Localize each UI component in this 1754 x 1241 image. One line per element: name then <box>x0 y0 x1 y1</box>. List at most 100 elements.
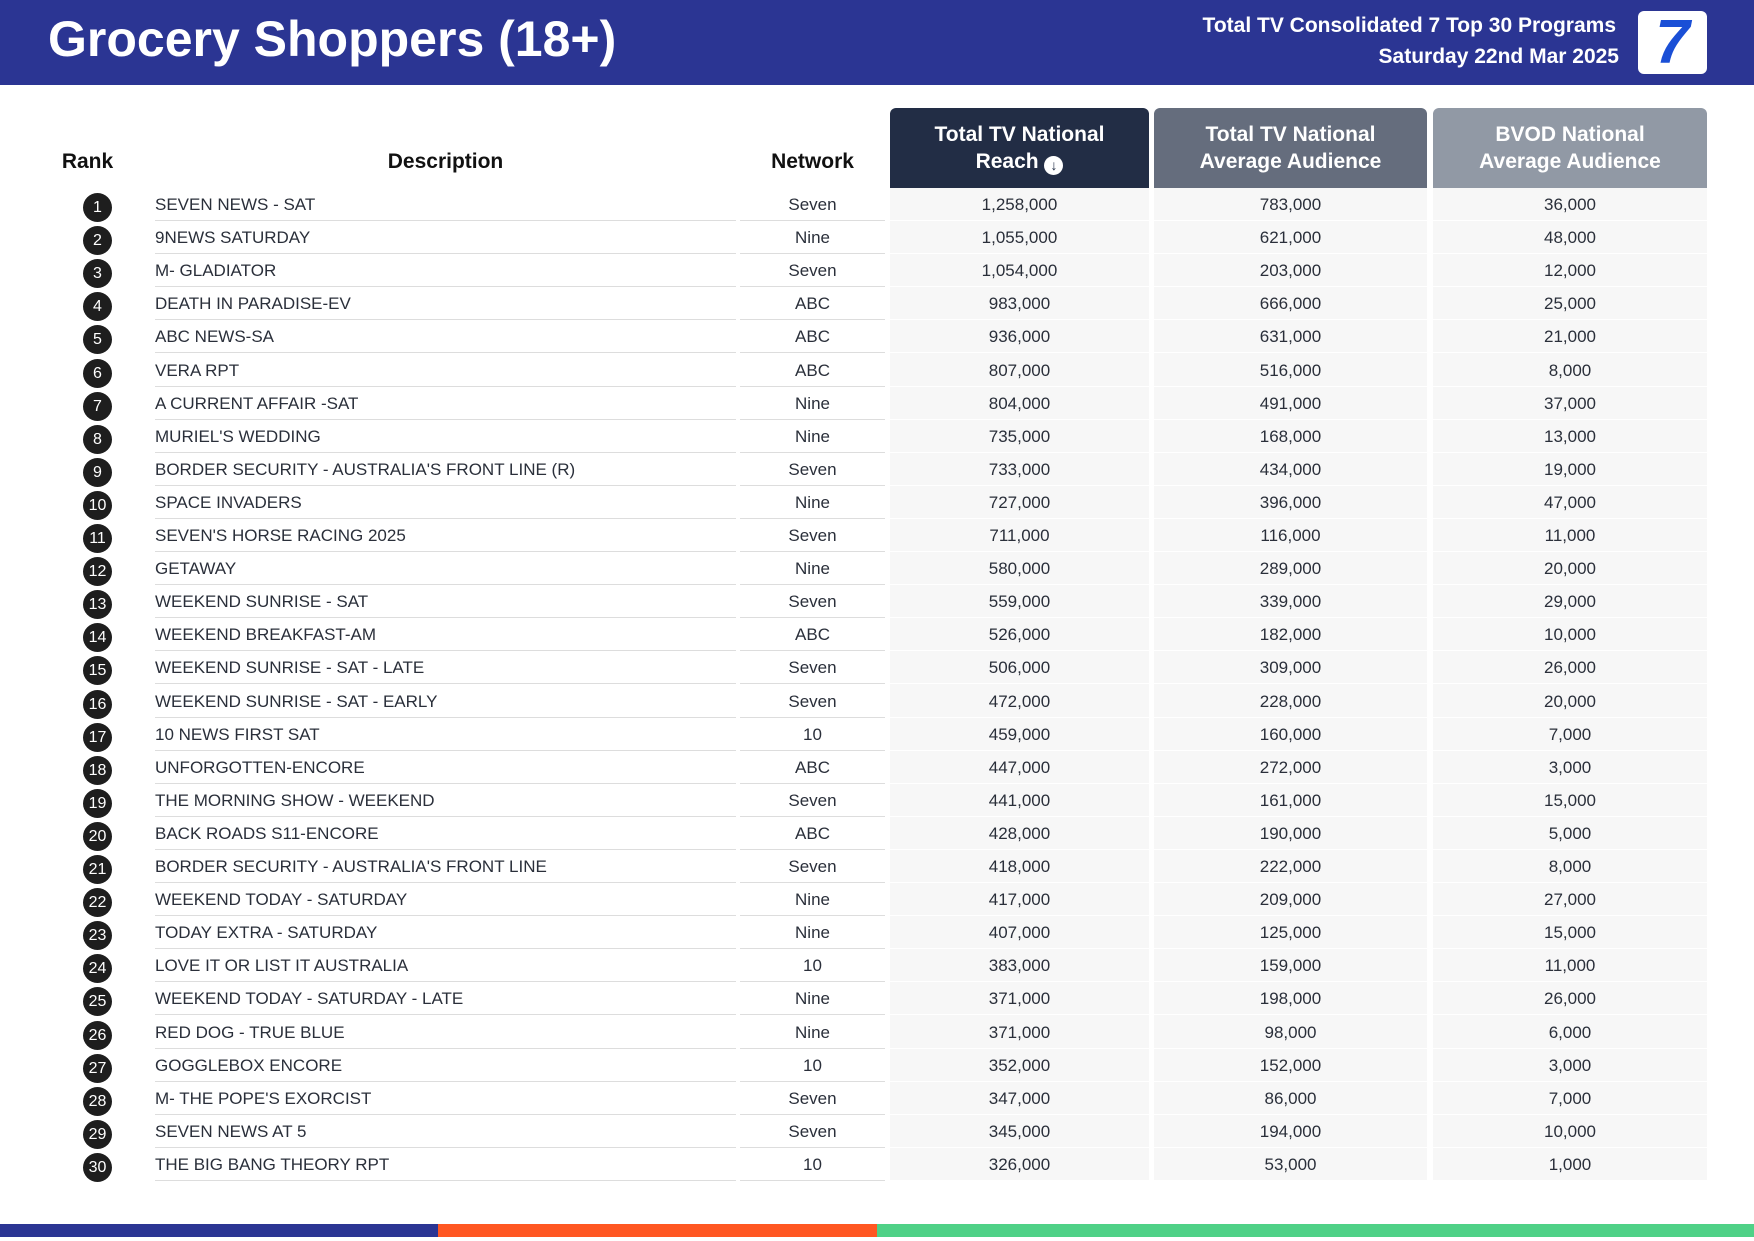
table-row: 16 WEEKEND SUNRISE - SAT - EARLY Seven 472,… <box>0 685 1754 719</box>
bvod-cell: 15,000 <box>1433 784 1707 817</box>
table-row: 10 SPACE INVADERS Nine 727,000 396,000 47,000 <box>0 486 1754 520</box>
rank-badge: 10 <box>83 490 112 520</box>
rank-badge: 3 <box>83 259 112 289</box>
avg-audience-cell: 53,000 <box>1154 1148 1427 1181</box>
report-subtitle: Total TV Consolidated 7 Top 30 Programs <box>1202 14 1616 37</box>
table-row: 28 M- THE POPE'S EXORCIST Seven 347,000 86,0… <box>0 1082 1754 1116</box>
reach-cell: 735,000 <box>890 420 1149 453</box>
avg-audience-cell: 631,000 <box>1154 320 1427 354</box>
reach-cell: 472,000 <box>890 685 1149 718</box>
reach-cell: 345,000 <box>890 1115 1149 1148</box>
header-banner: Grocery Shoppers (18+) Total TV Consolid… <box>0 0 1754 85</box>
network-cell: Seven <box>740 850 885 883</box>
bvod-cell: 10,000 <box>1433 1115 1707 1148</box>
avg-audience-cell: 228,000 <box>1154 685 1427 718</box>
table-row: 17 10 NEWS FIRST SAT 10 459,000 160,000 7,000 <box>0 718 1754 752</box>
avg-audience-cell: 339,000 <box>1154 585 1427 619</box>
reach-cell: 428,000 <box>890 817 1149 850</box>
rank-badge: 11 <box>83 524 112 553</box>
program-description: M- GLADIATOR <box>155 254 736 288</box>
rank-badge: 30 <box>83 1152 112 1182</box>
table-row: 11 SEVEN'S HORSE RACING 2025 Seven 711,000 1… <box>0 519 1754 553</box>
arrow-down-circle-icon: ↓ <box>1044 156 1064 175</box>
rank-badge: 23 <box>83 921 112 951</box>
bvod-cell: 26,000 <box>1433 651 1707 685</box>
rank-badge: 9 <box>83 457 112 487</box>
table-row: 18 UNFORGOTTEN-ENCORE ABC 447,000 272,000 3,0… <box>0 751 1754 785</box>
bvod-cell: 47,000 <box>1433 486 1707 519</box>
table-row: 12 GETAWAY Nine 580,000 289,000 20,000 <box>0 552 1754 587</box>
reach-cell: 580,000 <box>890 552 1149 586</box>
avg-audience-cell: 86,000 <box>1154 1082 1427 1115</box>
network-cell: Seven <box>740 188 885 221</box>
bvod-cell: 13,000 <box>1433 420 1707 453</box>
program-description: SEVEN NEWS - SAT <box>155 188 736 221</box>
network-cell: Seven <box>740 1082 885 1115</box>
reach-header[interactable]: Total TV National Reach ↓ <box>890 108 1149 188</box>
reach-column-bg <box>890 188 1149 1181</box>
program-description: M- THE POPE'S EXORCIST <box>155 1082 736 1115</box>
reach-cell: 407,000 <box>890 916 1149 950</box>
footer-bar-blue <box>0 1224 438 1237</box>
network-cell: Nine <box>740 916 885 950</box>
rank-badge: 16 <box>83 689 112 719</box>
avg-audience-cell: 98,000 <box>1154 1016 1427 1049</box>
rank-badge: 22 <box>83 888 112 918</box>
bvod-cell: 11,000 <box>1433 949 1707 983</box>
avg-audience-header[interactable]: Total TV National Average Audience <box>1154 108 1427 188</box>
reach-cell: 441,000 <box>890 784 1149 817</box>
rank-badge: 19 <box>83 788 112 818</box>
network-cell: ABC <box>740 320 885 354</box>
network-cell: ABC <box>740 618 885 652</box>
avg-audience-cell: 289,000 <box>1154 552 1427 586</box>
avg-audience-cell: 198,000 <box>1154 982 1427 1016</box>
rank-badge: 24 <box>83 954 112 984</box>
bvod-cell: 20,000 <box>1433 552 1707 586</box>
avg-audience-cell: 516,000 <box>1154 354 1427 387</box>
reach-cell: 1,258,000 <box>890 188 1149 221</box>
network-cell: Nine <box>740 552 885 586</box>
network-cell: Nine <box>740 420 885 453</box>
avg-audience-cell: 434,000 <box>1154 453 1427 486</box>
program-description: ABC NEWS-SA <box>155 320 736 354</box>
table-row: 14 WEEKEND BREAKFAST-AM ABC 526,000 182,000 1… <box>0 618 1754 653</box>
program-description: 10 NEWS FIRST SAT <box>155 718 736 751</box>
program-description: THE MORNING SHOW - WEEKEND <box>155 784 736 817</box>
table-row: 24 LOVE IT OR LIST IT AUSTRALIA 10 383,000 1… <box>0 949 1754 984</box>
rank-badge: 12 <box>83 557 112 587</box>
table-row: 1 SEVEN NEWS - SAT Seven 1,258,000 783,000 36… <box>0 188 1754 222</box>
table-row: 9 BORDER SECURITY - AUSTRALIA'S FRONT LIN… <box>0 453 1754 487</box>
network-cell: Seven <box>740 651 885 685</box>
reach-cell: 807,000 <box>890 354 1149 387</box>
reach-cell: 371,000 <box>890 1016 1149 1049</box>
avg-audience-cell: 396,000 <box>1154 486 1427 519</box>
program-description: MURIEL'S WEDDING <box>155 420 736 453</box>
rank-badge: 18 <box>83 755 112 785</box>
bvod-cell: 21,000 <box>1433 320 1707 354</box>
avg-audience-cell: 152,000 <box>1154 1049 1427 1082</box>
avg-audience-cell: 190,000 <box>1154 817 1427 850</box>
table-row: 4 DEATH IN PARADISE-EV ABC 983,000 666,000 25… <box>0 287 1754 322</box>
avg-audience-cell: 182,000 <box>1154 618 1427 652</box>
program-description: GETAWAY <box>155 552 736 586</box>
program-description: WEEKEND BREAKFAST-AM <box>155 618 736 652</box>
program-description: WEEKEND SUNRISE - SAT <box>155 585 736 619</box>
rank-badge: 5 <box>83 325 112 355</box>
network-cell: Nine <box>740 221 885 255</box>
program-description: SEVEN'S HORSE RACING 2025 <box>155 519 736 552</box>
bvod-cell: 3,000 <box>1433 751 1707 784</box>
network-cell: Nine <box>740 982 885 1016</box>
avg-column-bg <box>1154 188 1427 1181</box>
network-cell: 10 <box>740 1148 885 1181</box>
rank-badge: 27 <box>83 1053 112 1083</box>
reach-cell: 727,000 <box>890 486 1149 519</box>
program-description: TODAY EXTRA - SATURDAY <box>155 916 736 950</box>
bvod-header[interactable]: BVOD National Average Audience <box>1433 108 1707 188</box>
network-cell: ABC <box>740 817 885 850</box>
bvod-cell: 6,000 <box>1433 1016 1707 1049</box>
table-row: 6 VERA RPT ABC 807,000 516,000 8,000 <box>0 354 1754 388</box>
program-description: UNFORGOTTEN-ENCORE <box>155 751 736 784</box>
report-date: Saturday 22nd Mar 2025 <box>1378 45 1619 68</box>
reach-cell: 936,000 <box>890 320 1149 354</box>
table-row: 19 THE MORNING SHOW - WEEKEND Seven 441,000… <box>0 784 1754 818</box>
